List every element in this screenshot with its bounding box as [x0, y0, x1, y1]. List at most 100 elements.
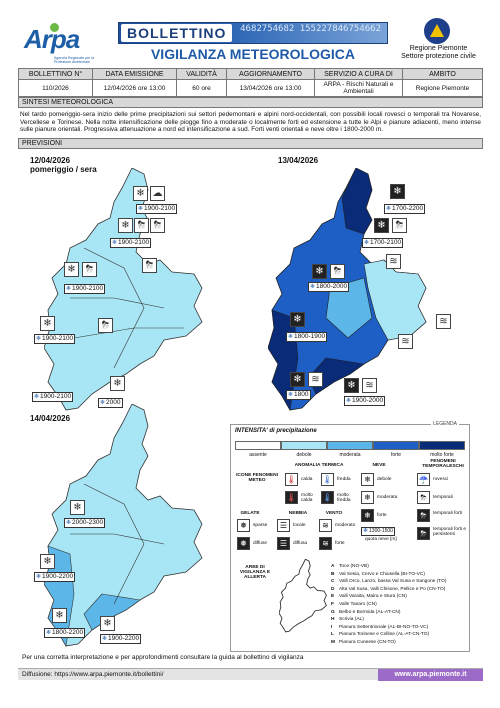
- footer-bar: Diffusione: https://www.arpa.piemonte.it…: [18, 668, 483, 681]
- swatch-very-strong: [419, 441, 465, 450]
- storm-icon: ⛈: [142, 258, 157, 273]
- thermometer-icon: 🌡: [285, 491, 298, 504]
- storm-heading: FENOMENI TEMPORALESCHI: [422, 459, 464, 469]
- protezione-civile-icon: [424, 18, 450, 44]
- snow-strong-icon: ❄: [390, 184, 405, 199]
- area-item: M Pianura Cuneese (CN-TO): [331, 639, 396, 645]
- banner-numbers: 4682754682 155227846754662: [240, 24, 381, 34]
- header-cell: BOLLETTINO N°: [18, 68, 93, 80]
- snow-level-label: ❄1900-2100: [64, 284, 106, 294]
- areas-mini-map: [278, 558, 327, 638]
- fog-local-label: locale: [293, 523, 306, 528]
- map-3-date: 14/04/2026: [30, 414, 71, 423]
- storm-icon: ⛈: [150, 218, 165, 233]
- snow-icon: ❄: [64, 262, 79, 277]
- intensity-label: moderata: [339, 452, 361, 458]
- snow-level-label: ❄1900-2000: [344, 396, 386, 406]
- wind-icon: ≋: [436, 314, 451, 329]
- ice-diffuse-label: diffuse: [253, 541, 268, 546]
- swatch-weak: [281, 441, 327, 450]
- map-13-04: [268, 168, 428, 413]
- area-item: I Pianura Settentrionale (AL-BI-NO-TO-VC): [331, 624, 429, 630]
- validity: 60 ore: [176, 79, 227, 97]
- snow-icon: ❄: [361, 491, 374, 504]
- region-line-1: Regione Piemonte: [409, 45, 468, 52]
- wind-icon: ≋: [386, 254, 401, 269]
- intensity-title: INTENSITA' di precipitazione: [235, 428, 317, 434]
- arpa-logo: Arpa Agenzia Regionale per la Protezione…: [24, 20, 104, 64]
- snow-strong-label: forte: [377, 513, 387, 518]
- hot-label: molto calda: [301, 493, 313, 504]
- map-date-1: 12/04/2026 pomeriggio / sera: [30, 156, 97, 174]
- footer-site-link[interactable]: www.arpa.piemonte.it: [378, 669, 483, 681]
- wind-icon: ≋: [319, 519, 332, 532]
- storm-icon: ⛈: [82, 262, 97, 277]
- header-cell: AGGIORNAMENTO: [226, 68, 315, 80]
- region-line-2: Settore protezione civile: [401, 53, 476, 60]
- header-cell: VALIDITÀ: [176, 68, 227, 80]
- snow-icon: ❄: [70, 500, 85, 515]
- intensity-label: molto forte: [430, 452, 454, 458]
- areas-heading: AREE DI VIGILANZA E ALLERTA: [239, 565, 271, 580]
- snow-level-label: ❄1700-2200: [384, 204, 426, 214]
- showers-label: rovesci: [433, 477, 449, 482]
- area-item: B Val Sesia, Cervo e Chiusella (BI-TO-VC): [331, 571, 425, 577]
- swatch-absent: [235, 441, 281, 450]
- map-12-04: [44, 168, 204, 413]
- snow-moderate-label: moderata: [377, 495, 398, 500]
- swatch-moderate: [327, 441, 373, 450]
- snow-level-label: ❄1800-2200: [44, 628, 86, 638]
- snow-level-label: ❄1700-2100: [362, 238, 404, 248]
- snow-icon: ❄: [361, 473, 374, 486]
- strong-storms-label: temporali forti: [433, 511, 463, 516]
- thermal-heading: ANOMALIA TERMICA: [294, 463, 344, 468]
- thermometer-icon: 🌡: [321, 491, 334, 504]
- storm-icon: ⛈: [330, 264, 345, 279]
- region-label: Regione Piemonte Settore protezione civi…: [386, 45, 491, 61]
- area-item: A Toce (NO-VB): [331, 564, 369, 569]
- snow-icon: ❄: [40, 554, 55, 569]
- cold-label: fredda: [337, 477, 351, 482]
- map-2-date: 13/04/2026: [278, 156, 319, 165]
- storm-icon: ⛈: [392, 218, 407, 233]
- snow-level-label: ❄1900-2200: [100, 634, 142, 644]
- area-item: L Pianura Torinese e Colline (AL-AT-CN-TO…: [331, 632, 430, 638]
- snow-level-label: ❄1800: [286, 390, 311, 400]
- persistent-storms-label: temporali forti e persistenti: [433, 527, 467, 538]
- wind-icon: ≋: [362, 378, 377, 393]
- storms-label: temporali: [433, 495, 453, 500]
- page-title: VIGILANZA METEOROLOGICA: [150, 46, 356, 62]
- service: ARPA - Rischi Naturali e Ambientali: [314, 79, 403, 97]
- footer-url[interactable]: Diffusione: https://www.arpa.piemonte.it…: [22, 671, 164, 678]
- ice-sparse-label: sparse: [253, 523, 268, 528]
- wind-icon: ≋: [319, 537, 332, 550]
- header-cell: DATA EMISSIONE: [92, 68, 177, 80]
- legend: LEGENDA INTENSITA' di precipitazione ass…: [230, 421, 470, 652]
- arpa-logo-subtitle: Agenzia Regionale per la Protezione Ambi…: [54, 56, 95, 64]
- synopsis-heading: SINTESI METEOROLOGICA: [18, 97, 483, 108]
- snow-level-example: ❄1300-1500: [361, 527, 395, 536]
- header-cell: SERVIZIO A CURA DI: [314, 68, 403, 80]
- bulletin-info-table: BOLLETTINO N° DATA EMISSIONE VALIDITÀ AG…: [18, 68, 483, 97]
- snow-weak-label: debole: [377, 477, 392, 482]
- snow-strong-icon: ❄: [312, 264, 327, 279]
- scope: Regione Piemonte: [402, 79, 483, 97]
- fog-diffuse-label: diffusa: [293, 541, 308, 546]
- area-item: H Scrivia (AL): [331, 617, 364, 623]
- intensity-label: forte: [390, 452, 401, 458]
- fog-icon: ☰: [277, 537, 290, 550]
- intensity-label: debole: [296, 452, 312, 458]
- snow-level-label: ❄1900-2100: [32, 392, 74, 402]
- phenomena-heading: ICONE FENOMENI METEO: [236, 473, 278, 483]
- storm-icon: ⛈: [98, 318, 113, 333]
- wind-icon: ≋: [308, 372, 323, 387]
- storm-icon: ⛈: [134, 218, 149, 233]
- swatch-strong: [373, 441, 419, 450]
- very-cold-label: molto fredda: [337, 493, 351, 504]
- snow-strong-icon: ❄: [290, 312, 305, 327]
- snow-level-label: ❄1900-2100: [136, 204, 178, 214]
- snow-icon: ❄: [52, 608, 67, 623]
- area-item: E Valli Varaita, Maira e Stura (CN): [331, 594, 407, 600]
- bulletin-number: 110/2026: [18, 79, 93, 97]
- snow-heading: NEVE: [372, 463, 386, 468]
